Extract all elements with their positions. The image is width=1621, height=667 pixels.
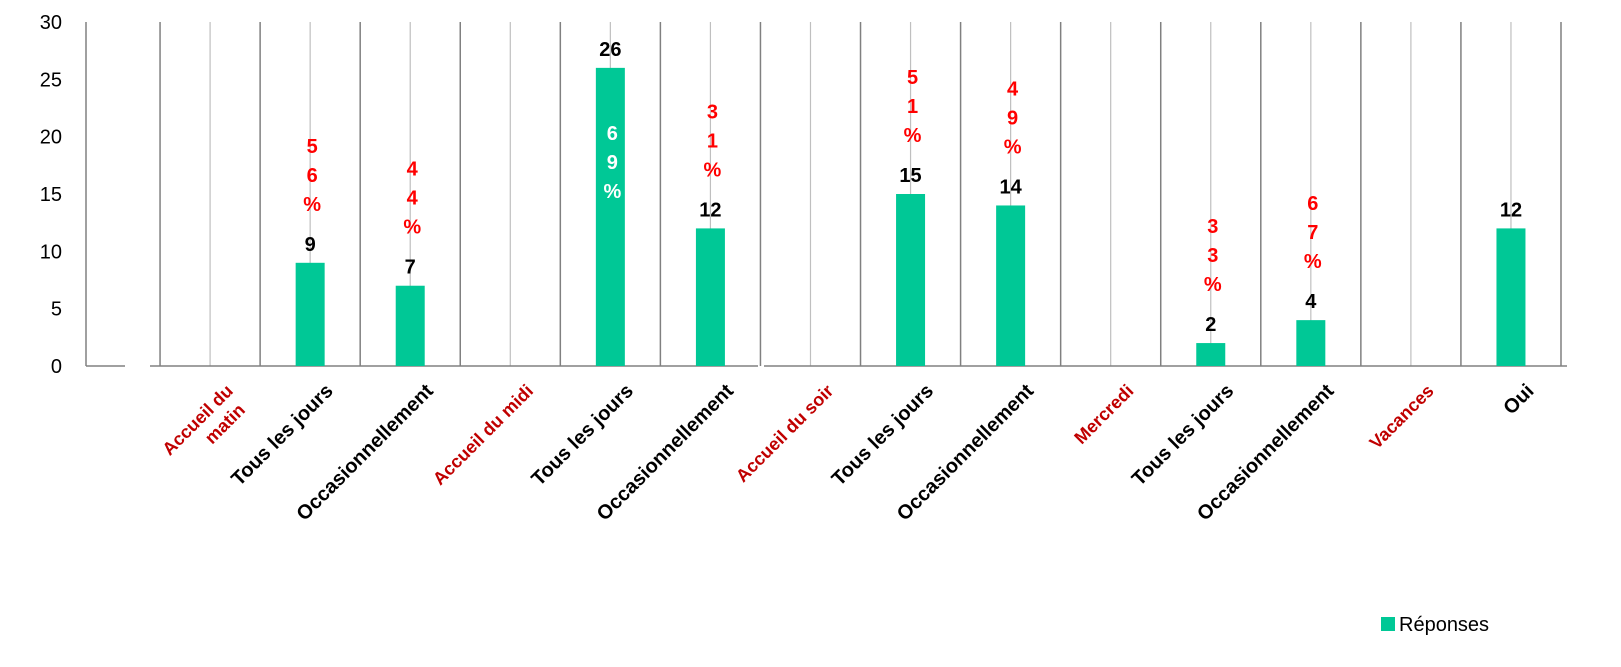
bar [595,67,625,366]
data-labels: 9 5 6 % 7 4 4 % 26 6 9 % 12 3 1% 15 5 1 % 14 4 9 % 2 3 3 % 4 6 7 % 12 [303,39,1522,336]
category-label: Oui [1499,380,1538,419]
value-label: 4 [1305,291,1317,313]
gridlines [159,22,1562,366]
value-label: 26 [599,39,621,61]
bars [295,67,1526,366]
bar [996,205,1026,366]
bar [295,262,325,366]
bar [1496,228,1526,366]
group-label: Accueil du soir [732,381,837,486]
group-label: Accueil dumatin [158,381,252,475]
percent-label: 4 9% [1004,78,1022,158]
y-tick-label: 10 [40,241,62,263]
y-tick-label: 0 [51,356,62,378]
value-label: 9 [305,234,316,256]
bar [695,228,725,366]
y-tick-label: 5 [51,299,62,321]
bar [395,285,425,366]
percent-label: 5 6% [303,136,321,216]
group-label: Mercredi [1070,381,1137,448]
bar [1196,343,1226,366]
percent-label: 3 1% [704,101,722,181]
percent-label: 3 3% [1204,216,1222,296]
value-label: 15 [899,165,921,187]
y-tick-label: 25 [40,69,62,91]
bar [1296,320,1326,366]
legend-label: Réponses [1399,614,1489,636]
category-label: Tous les jours [227,380,337,490]
legend-swatch [1381,617,1395,631]
group-label: Vacances [1366,381,1438,453]
y-tick-label: 20 [40,127,62,149]
category-label: Tous les jours [828,380,938,490]
value-label: 14 [999,176,1022,198]
percent-label: 6 9% [603,123,621,203]
y-tick-label: 15 [40,184,62,206]
percent-label: 5 1% [904,67,922,147]
percent-label: 6 7% [1304,193,1322,273]
value-label: 2 [1205,314,1216,336]
group-label: Accueil du midi [429,381,537,489]
category-label: Tous les jours [528,380,638,490]
value-label: 12 [699,199,721,221]
axes: 0 5 10 15 20 25 30 [40,12,1567,378]
y-tick-label: 30 [40,12,62,34]
legend: Réponses [1381,614,1489,636]
category-label: Tous les jours [1128,380,1238,490]
value-label: 12 [1500,199,1522,221]
bar [896,194,926,366]
value-label: 7 [405,257,416,279]
percent-label: 4 4% [403,159,421,239]
